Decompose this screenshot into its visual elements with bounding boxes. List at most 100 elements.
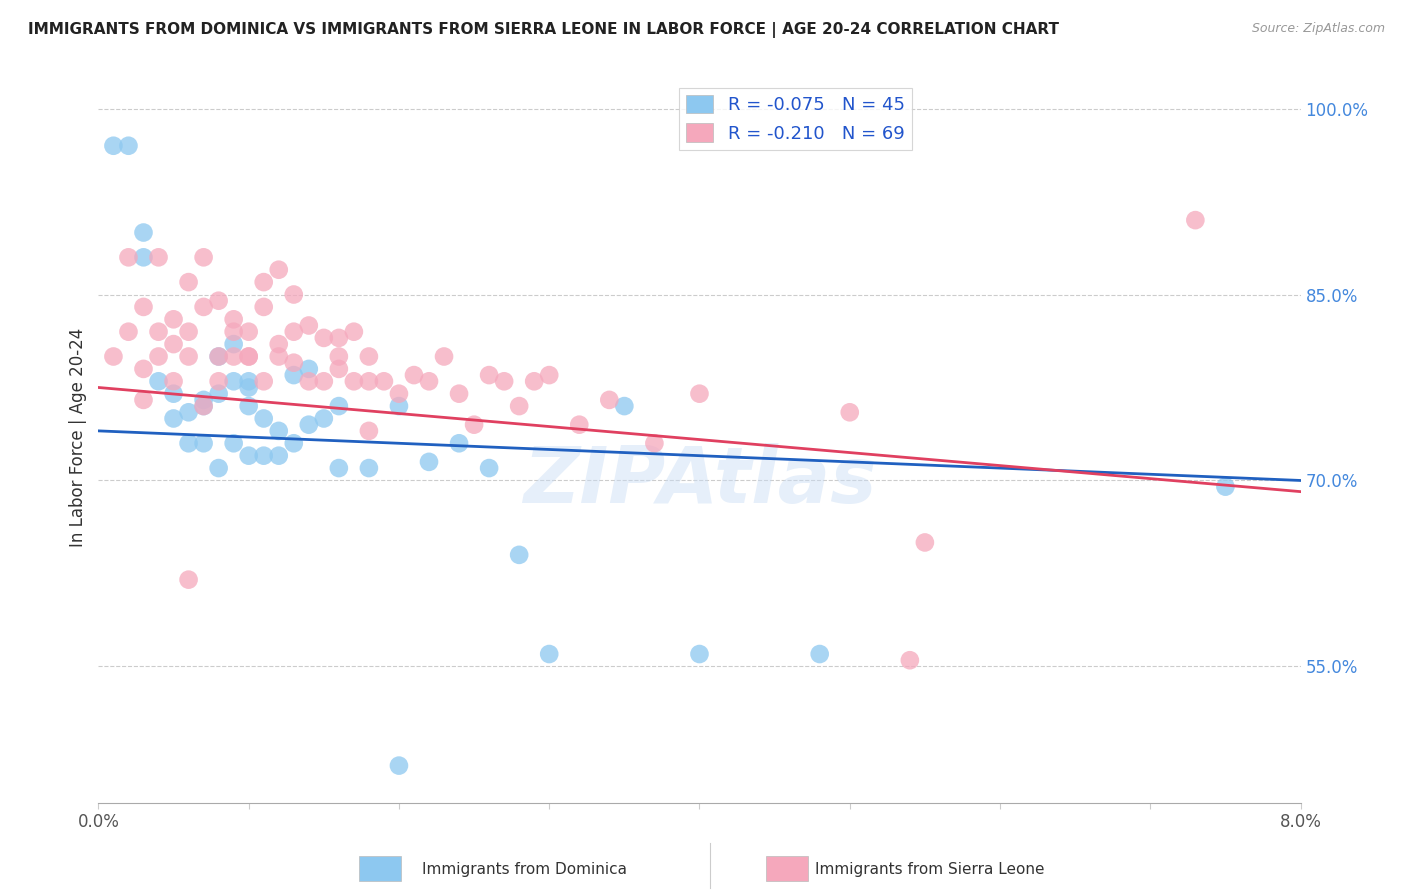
Text: Immigrants from Dominica: Immigrants from Dominica [422,863,627,877]
Point [193,399,215,413]
Y-axis label: In Labor Force | Age 20-24: In Labor Force | Age 20-24 [69,327,87,547]
Point [298,362,321,376]
Point [177,573,200,587]
Point [914,535,936,549]
Point [388,386,411,401]
Point [298,318,321,333]
Point [838,405,860,419]
Point [132,392,155,407]
Point [689,386,711,401]
Point [447,436,470,450]
Point [689,647,711,661]
Point [568,417,591,432]
Text: Immigrants from Sierra Leone: Immigrants from Sierra Leone [815,863,1045,877]
Point [357,350,380,364]
Point [238,325,260,339]
Point [253,300,276,314]
Point [433,350,456,364]
Point [463,417,485,432]
Point [222,337,245,351]
Point [193,392,215,407]
Point [103,138,125,153]
Point [132,362,155,376]
Point [162,312,184,326]
Legend: R = -0.075   N = 45, R = -0.210   N = 69: R = -0.075 N = 45, R = -0.210 N = 69 [679,87,912,150]
Point [478,461,501,475]
Point [283,368,305,383]
Point [253,411,276,425]
Point [238,399,260,413]
Point [508,399,530,413]
Point [193,399,215,413]
Point [478,368,501,383]
Point [312,411,335,425]
Point [508,548,530,562]
Point [267,350,290,364]
Point [298,374,321,388]
Point [148,325,170,339]
Point [328,461,350,475]
Point [343,325,366,339]
Point [238,374,260,388]
Point [253,374,276,388]
Point [238,380,260,394]
Point [418,374,440,388]
Point [898,653,921,667]
Point [222,436,245,450]
Point [283,436,305,450]
Point [162,337,184,351]
Point [613,399,636,413]
Point [177,350,200,364]
Point [343,374,366,388]
Point [402,368,425,383]
Point [253,275,276,289]
Point [328,362,350,376]
Point [193,436,215,450]
Point [312,331,335,345]
Point [222,312,245,326]
Point [357,374,380,388]
Point [267,337,290,351]
Point [222,325,245,339]
Text: Source: ZipAtlas.com: Source: ZipAtlas.com [1251,22,1385,36]
Point [132,300,155,314]
Point [328,331,350,345]
Point [238,350,260,364]
Point [103,350,125,364]
Point [193,300,215,314]
Point [148,250,170,264]
Point [357,461,380,475]
Point [177,275,200,289]
Point [538,647,561,661]
Point [162,411,184,425]
Point [494,374,516,388]
Text: ZIPAtlas: ZIPAtlas [523,443,876,519]
Point [117,250,139,264]
Point [538,368,561,383]
Point [643,436,665,450]
Point [523,374,546,388]
Point [283,356,305,370]
Point [267,424,290,438]
Point [208,386,231,401]
Point [132,226,155,240]
Point [177,436,200,450]
Point [598,392,620,407]
Point [208,461,231,475]
Point [162,374,184,388]
Point [132,250,155,264]
Point [808,647,831,661]
Point [208,350,231,364]
Point [283,325,305,339]
Point [267,449,290,463]
Text: IMMIGRANTS FROM DOMINICA VS IMMIGRANTS FROM SIERRA LEONE IN LABOR FORCE | AGE 20: IMMIGRANTS FROM DOMINICA VS IMMIGRANTS F… [28,22,1059,38]
Point [148,350,170,364]
Point [1184,213,1206,227]
Point [208,350,231,364]
Point [357,424,380,438]
Point [328,399,350,413]
Point [1215,480,1237,494]
Point [267,262,290,277]
Point [208,374,231,388]
Point [238,449,260,463]
